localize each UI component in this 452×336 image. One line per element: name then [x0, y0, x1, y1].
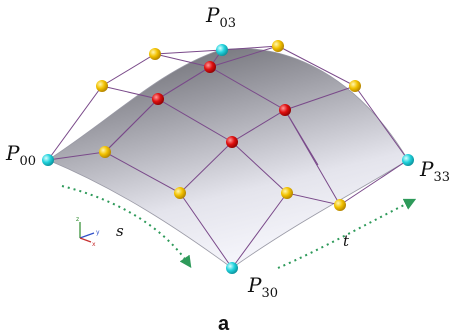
interior-point [204, 61, 216, 73]
interior-point [152, 93, 164, 105]
edge-point [99, 146, 111, 158]
axis-label-y: y [96, 229, 100, 236]
label-p30-sub: 30 [261, 286, 278, 301]
interior-point [226, 136, 238, 148]
label-p03-sub: 03 [219, 16, 236, 31]
label-p00-sub: 00 [19, 154, 36, 169]
param-t-label: t [343, 232, 350, 250]
edge-point [149, 48, 161, 60]
label-p00: P00 [5, 141, 36, 169]
corner-point-p30 [226, 262, 238, 274]
label-p30-base: P [247, 273, 262, 297]
label-p00-base: P [5, 141, 20, 165]
corner-point-p33 [402, 154, 414, 166]
label-p33: P33 [419, 157, 450, 185]
edge-point [349, 80, 361, 92]
edge-point [334, 199, 346, 211]
axis-label-z: z [76, 216, 79, 223]
corner-point-p00 [42, 154, 54, 166]
corner-point-p03 [216, 44, 228, 56]
edge-point [272, 40, 284, 52]
axes-icon: z y x [76, 216, 100, 248]
edge-point [174, 187, 186, 199]
axis-label-x: x [92, 241, 96, 248]
label-p03-base: P [205, 3, 220, 27]
interior-point [279, 104, 291, 116]
edge-point [96, 80, 108, 92]
figure-caption: a [218, 313, 230, 335]
param-s-label: s [116, 222, 124, 240]
label-p33-base: P [419, 157, 434, 181]
label-p30: P30 [247, 273, 278, 301]
edge-point [281, 187, 293, 199]
label-p33-sub: 33 [433, 170, 450, 185]
label-p03: P03 [205, 3, 236, 31]
